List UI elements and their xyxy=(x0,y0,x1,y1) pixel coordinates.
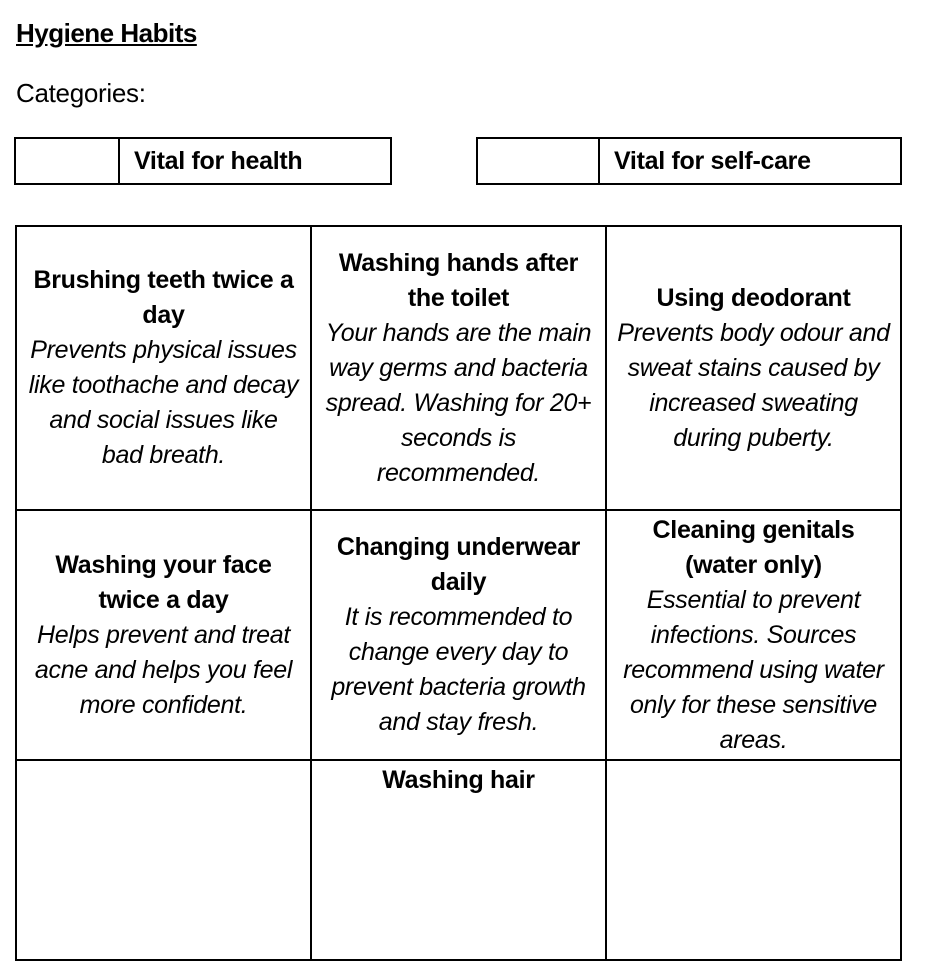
habit-heading: Using deodorant xyxy=(656,283,851,312)
habit-description: Helps prevent and treat acne and helps y… xyxy=(34,620,293,719)
habit-heading: Washing hands after the toilet xyxy=(338,248,579,312)
habit-cell xyxy=(605,759,902,961)
habit-cell: Washing hair xyxy=(310,759,607,961)
table-row: Brushing teeth twice a day Prevents physi… xyxy=(15,225,902,511)
habit-heading: Changing underwear daily xyxy=(336,533,581,596)
habit-cell: Cleaning genitals (water only) Essential … xyxy=(605,509,902,761)
habit-cell xyxy=(15,759,312,961)
habits-table: Brushing teeth twice a day Prevents physi… xyxy=(15,225,902,961)
legend-label: Vital for self-care xyxy=(614,147,811,175)
legend-health: Vital for health xyxy=(14,137,392,185)
habit-heading: Washing your face twice a day xyxy=(55,550,272,614)
habit-description: It is recommended to change every day to… xyxy=(331,603,586,736)
table-row: Washing hair xyxy=(15,759,902,961)
legend-label: Vital for health xyxy=(134,147,303,175)
legend-swatch xyxy=(478,139,600,183)
habit-heading: Cleaning genitals (water only) xyxy=(652,515,855,579)
habit-description: Essential to prevent infections. Sources… xyxy=(623,585,884,754)
habit-description: Prevents physical issues like toothache … xyxy=(28,336,299,469)
legend-swatch xyxy=(16,139,120,183)
legend-self-care: Vital for self-care xyxy=(476,137,902,185)
habit-cell: Using deodorant Prevents body odour and s… xyxy=(605,225,902,511)
habit-cell: Washing your face twice a day Helps preve… xyxy=(15,509,312,761)
habit-description: Your hands are the main way germs and ba… xyxy=(325,318,592,487)
habit-heading: Brushing teeth twice a day xyxy=(33,266,294,329)
categories-label: Categories: xyxy=(16,78,146,108)
habit-cell: Changing underwear daily It is recommende… xyxy=(310,509,607,761)
habit-cell: Brushing teeth twice a day Prevents physi… xyxy=(15,225,312,511)
habit-cell: Washing hands after the toilet Your hands… xyxy=(310,225,607,511)
habit-heading: Washing hair xyxy=(382,766,535,794)
table-row: Washing your face twice a day Helps preve… xyxy=(15,509,902,761)
page-title: Hygiene Habits xyxy=(16,18,197,48)
habit-description: Prevents body odour and sweat stains cau… xyxy=(617,318,890,452)
